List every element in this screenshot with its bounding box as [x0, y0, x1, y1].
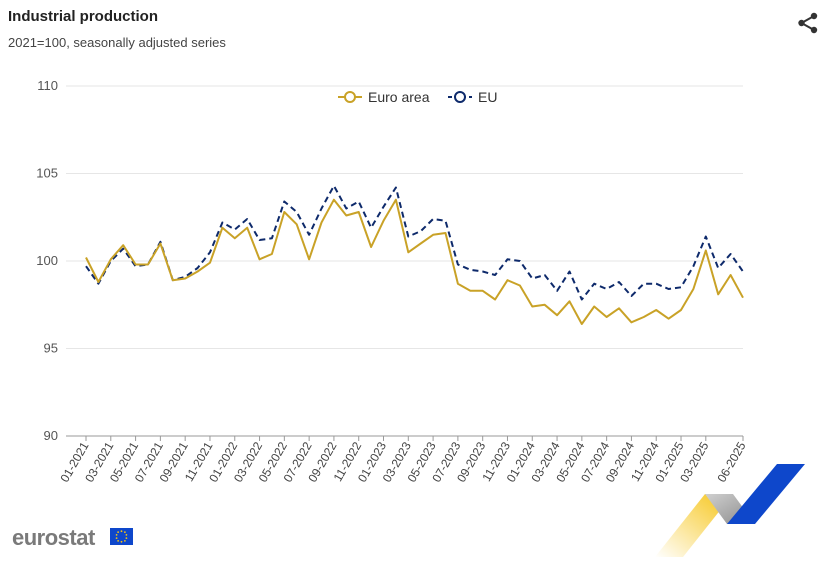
legend-label: EU — [478, 89, 497, 105]
y-tick-label: 95 — [44, 341, 58, 356]
y-tick-label: 90 — [44, 428, 58, 443]
legend-marker — [344, 91, 356, 103]
series-line-eu[interactable] — [85, 184, 744, 301]
x-axis: 01-202103-202105-202107-202109-202111-20… — [57, 436, 749, 485]
legend-item-euro-area[interactable]: Euro area — [338, 89, 430, 105]
y-axis-ticks: 90 95 100 105 110 — [36, 78, 58, 443]
legend-label: Euro area — [368, 89, 430, 105]
legend[interactable]: Euro area EU — [338, 89, 497, 105]
legend-item-eu[interactable]: EU — [448, 89, 497, 105]
series-line-euro-area[interactable] — [85, 198, 744, 325]
y-tick-label: 110 — [37, 78, 58, 93]
eurostat-logo: eurostat — [12, 525, 95, 550]
y-tick-label: 100 — [36, 253, 58, 268]
eu-flag-icon — [110, 528, 133, 545]
gridlines — [66, 85, 743, 437]
chart-title: Industrial production — [8, 8, 158, 25]
legend-marker — [454, 91, 466, 103]
eurostat-ribbon-decoration — [655, 464, 805, 557]
share-icon[interactable] — [797, 12, 819, 34]
chart-subtitle: 2021=100, seasonally adjusted series — [8, 35, 226, 50]
y-tick-label: 105 — [36, 166, 58, 181]
series-layer — [85, 184, 744, 325]
